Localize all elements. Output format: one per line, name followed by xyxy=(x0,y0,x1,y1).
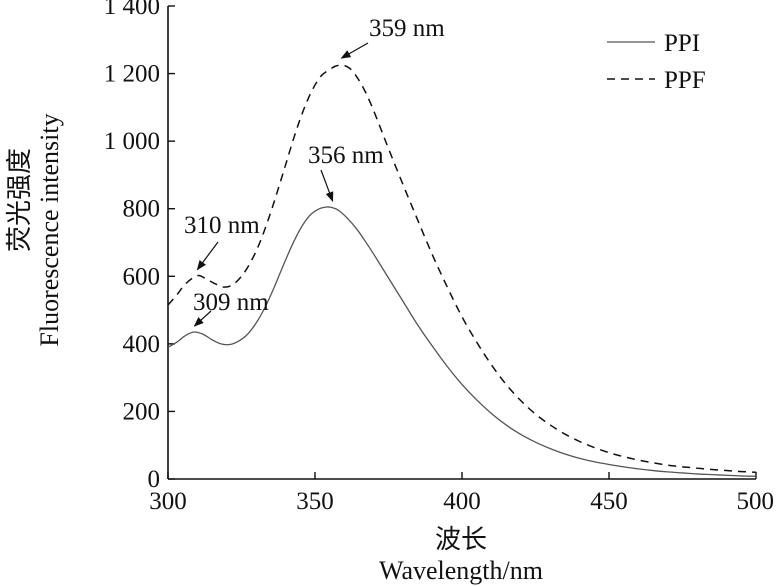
y-ticks: 0 200 400 600 800 1 000 1 200 1 400 xyxy=(104,0,175,493)
x-tick-label: 400 xyxy=(443,488,481,515)
y-tick-label: 1 000 xyxy=(104,128,160,155)
annotation-arrow xyxy=(320,169,334,202)
series-line-ppf xyxy=(167,64,757,473)
annotation-label: 309 nm xyxy=(193,289,269,316)
x-tick-label: 350 xyxy=(296,488,334,515)
x-tick-label: 500 xyxy=(737,488,775,515)
annotation-label: 356 nm xyxy=(308,142,384,169)
y-tick-label: 800 xyxy=(123,196,161,223)
y-tick-label: 1 200 xyxy=(104,61,160,88)
annotation-label: 310 nm xyxy=(184,212,260,239)
legend: PPI PPF xyxy=(607,30,706,94)
series-line-ppi xyxy=(167,206,757,477)
y-tick-label: 0 xyxy=(148,466,161,493)
axes-group: 0 200 400 600 800 1 000 1 200 1 400 300 350 400 45… xyxy=(104,0,774,515)
y-tick-label: 600 xyxy=(123,263,161,290)
annotation-arrow xyxy=(196,241,219,271)
annotation-arrow xyxy=(340,42,369,59)
legend-label-ppi: PPI xyxy=(664,30,700,57)
annotations-layer: 359 nm 356 nm 310 nm 309 nm xyxy=(184,15,445,327)
annotation-label: 359 nm xyxy=(369,15,445,42)
annotation-arrow xyxy=(193,310,212,327)
x-tick-label: 450 xyxy=(590,488,628,515)
x-axis-title-cn: 波长 xyxy=(435,525,487,555)
y-tick-label: 200 xyxy=(123,398,161,425)
y-axis-title: Fluorescence intensity xyxy=(35,113,64,346)
x-tick-label: 300 xyxy=(149,488,187,515)
x-axis-title: Wavelength/nm xyxy=(379,556,543,585)
x-ticks: 300 350 400 450 500 xyxy=(149,472,774,515)
legend-label-ppf: PPF xyxy=(664,67,706,94)
y-tick-label: 400 xyxy=(123,331,161,358)
series-layer xyxy=(167,64,757,477)
y-tick-label: 1 400 xyxy=(104,0,160,20)
y-axis-title-cn: 荧光强度 xyxy=(5,148,35,252)
